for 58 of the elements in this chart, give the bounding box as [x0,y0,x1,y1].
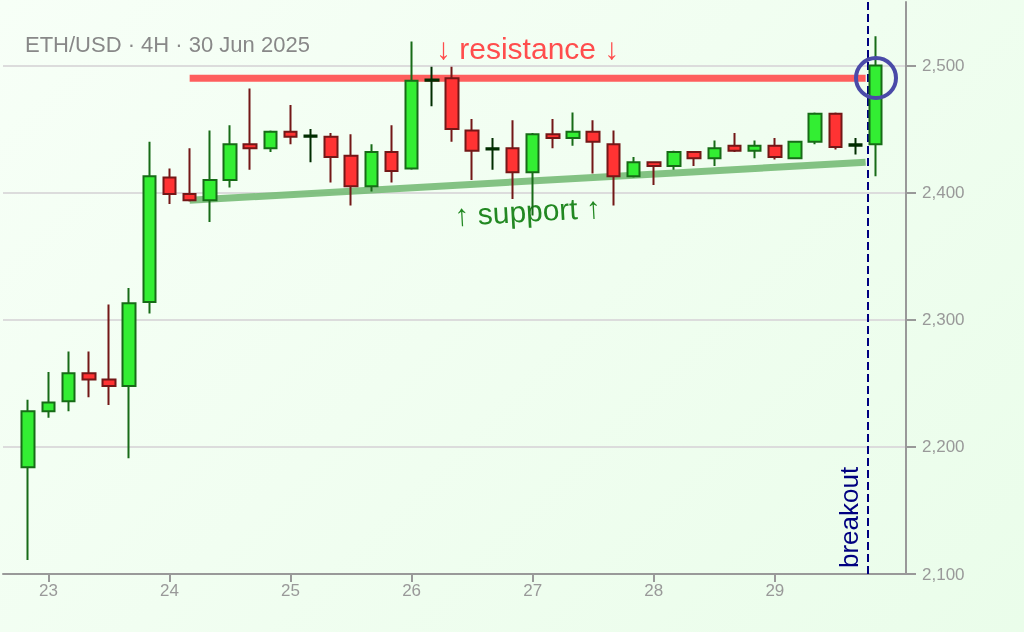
candlestick [545,117,561,150]
ref-line-label: breakout [834,466,865,568]
candlestick [61,350,76,413]
candlestick [848,137,863,156]
candlestick [646,161,662,187]
y-tick-label: 2,400 [922,183,965,203]
candlestick [505,119,520,201]
candlestick [283,103,298,146]
y-tick-label: 2,100 [922,564,965,584]
candlestick [606,129,621,207]
candlestick [343,133,359,207]
candlestick [242,87,258,171]
x-tick-label: 29 [765,581,785,600]
candlestick [41,370,56,419]
candlestick [585,119,601,175]
candlestick [142,140,157,315]
candlestick [868,35,883,178]
candlestick [807,111,823,146]
text: ETH/USD · 4H · 30 Jun 2025 [25,31,310,57]
candlestick [162,167,177,206]
y-tick-label: 2,500 [922,56,965,76]
candlestick [787,140,803,160]
series-label: ↑ support ↑ [453,190,602,232]
x-tick-label: 28 [644,581,664,600]
candlestick [828,111,843,151]
candlestick [202,129,218,223]
candlestick [222,124,238,189]
x-tick-label: 27 [523,581,543,600]
candlestick [727,131,742,153]
x-tick-label: 23 [38,581,58,600]
candlestick [686,150,702,167]
candlestick [20,398,36,562]
candlestick [747,139,762,160]
candlestick [444,65,460,143]
y-tick-label: 2,200 [922,437,965,457]
candlestick [485,137,500,171]
candlestick [182,147,197,203]
candlestick [707,139,722,167]
candlestick [364,143,379,193]
candlestick [101,303,117,406]
candlestick [121,287,137,460]
candlestick [767,137,783,161]
candlestick [626,156,641,179]
candlestick [666,149,682,171]
candlestick [565,111,581,147]
x-tick-label: 24 [160,581,179,600]
candlestick [303,128,318,164]
y-tick-label: 2,300 [922,310,965,330]
x-tick-label: 26 [402,581,422,600]
candlestick [323,131,339,184]
candlestick [263,129,278,153]
candlestick [384,124,399,184]
series-label: ↓ resistance ↓ [435,31,620,65]
candlestick [404,40,419,171]
candlestick [81,350,97,399]
x-tick-label: 25 [281,581,301,600]
candlestick [464,117,480,181]
candlestick [424,65,440,108]
